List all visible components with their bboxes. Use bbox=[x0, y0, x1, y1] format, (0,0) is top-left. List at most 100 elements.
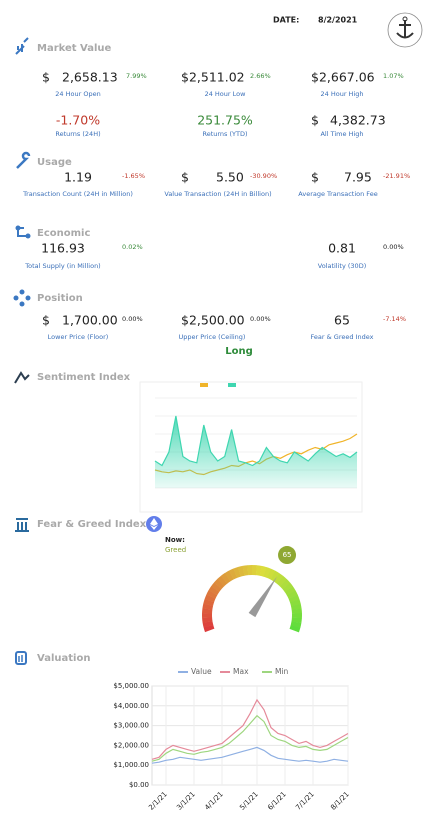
metric-value: -1.70% bbox=[56, 113, 100, 128]
legend-label: Value bbox=[191, 667, 212, 676]
section-icon bbox=[16, 151, 31, 169]
metric-change: 0.00% bbox=[250, 315, 271, 323]
gauge-value: 65 bbox=[283, 551, 292, 559]
plot-frame bbox=[151, 685, 349, 786]
x-tick-label: 4/1/21 bbox=[203, 790, 225, 812]
section-icon bbox=[14, 371, 30, 384]
metric-label: All Time High bbox=[320, 130, 363, 138]
section-title: Valuation bbox=[37, 653, 90, 664]
gauge-band bbox=[290, 603, 302, 610]
metric-change: 7.99% bbox=[126, 72, 147, 80]
currency: $ bbox=[42, 70, 50, 85]
section-title: Economic bbox=[37, 228, 90, 239]
gauge-band bbox=[270, 570, 280, 582]
metric-change: -1.65% bbox=[122, 172, 145, 180]
metric-label: Lower Price (Floor) bbox=[48, 333, 109, 341]
y-tick-label: $1,000.00 bbox=[113, 761, 149, 769]
x-tick-label: 3/1/21 bbox=[175, 790, 197, 812]
position-signal: Long bbox=[225, 346, 253, 357]
y-tick-label: $4,000.00 bbox=[113, 702, 149, 710]
metric-value: 116.93 bbox=[41, 241, 85, 256]
gauge-band bbox=[291, 613, 302, 619]
gauge-band bbox=[279, 579, 291, 590]
currency: $ bbox=[311, 113, 319, 128]
section-title: Fear & Greed Index bbox=[37, 519, 147, 530]
legend-label: Min bbox=[275, 667, 289, 676]
section-icon bbox=[15, 37, 29, 55]
logo bbox=[387, 12, 423, 48]
metric-label: Volatility (30D) bbox=[318, 262, 366, 270]
icon-dot bbox=[15, 225, 21, 231]
gauge-band bbox=[273, 573, 284, 584]
x-tick-label: 6/1/21 bbox=[266, 790, 288, 812]
gauge-band bbox=[204, 594, 216, 603]
gauge-band bbox=[233, 566, 241, 578]
y-tick-label: $2,000.00 bbox=[113, 741, 149, 749]
metric-value: $2,511.02 bbox=[181, 70, 245, 85]
gauge-band bbox=[263, 567, 271, 578]
metric-change: 0.02% bbox=[122, 243, 143, 251]
metric-value: 2,658.13 bbox=[62, 70, 118, 85]
gauge-band bbox=[291, 617, 302, 624]
metric-label: 24 Hour Low bbox=[205, 90, 247, 98]
icon-shape bbox=[14, 371, 30, 384]
metric-value: 65 bbox=[334, 313, 350, 328]
gauge-band bbox=[228, 568, 238, 580]
gauge-badge bbox=[278, 546, 297, 565]
gauge-band bbox=[202, 613, 213, 619]
metric-label: Average Transaction Fee bbox=[298, 190, 377, 198]
gauge-band bbox=[202, 603, 214, 610]
icon-shape bbox=[15, 37, 29, 55]
gauge-band bbox=[259, 565, 267, 577]
x-tick-label: 2/1/21 bbox=[147, 790, 169, 812]
icon-shape bbox=[16, 151, 31, 169]
icon-shape bbox=[15, 651, 27, 665]
icon-dot bbox=[13, 295, 19, 301]
gauge-band bbox=[284, 586, 296, 596]
x-tick-label: 7/1/21 bbox=[294, 790, 316, 812]
metric-label: 24 Hour Open bbox=[55, 90, 100, 98]
legend-swatch bbox=[200, 383, 208, 387]
metric-label: Returns (24H) bbox=[55, 130, 100, 138]
gauge-band bbox=[211, 582, 222, 593]
line bbox=[151, 746, 349, 764]
section-title: Market Value bbox=[37, 43, 112, 54]
gauge-band bbox=[276, 575, 287, 587]
metric-value: 251.75% bbox=[197, 113, 253, 128]
gauge-band bbox=[291, 608, 302, 614]
gauge-band bbox=[220, 572, 231, 584]
line bbox=[151, 698, 349, 760]
metric-value: $2,667.06 bbox=[311, 70, 375, 85]
date: 8/2/2021 bbox=[318, 16, 358, 25]
gauge-band bbox=[202, 608, 213, 614]
section-icon bbox=[15, 518, 29, 532]
icon-dot bbox=[25, 295, 31, 301]
metric-label: Transaction Count (24H in Million) bbox=[22, 190, 133, 198]
gauge-status: Greed bbox=[165, 546, 186, 554]
line bbox=[154, 415, 358, 467]
gauge-band bbox=[206, 590, 218, 599]
icon-dot bbox=[19, 301, 25, 307]
gauge-band bbox=[224, 570, 234, 582]
icon-shape bbox=[15, 518, 29, 532]
metric-value: 7.95 bbox=[344, 170, 372, 185]
icon-dot bbox=[25, 233, 31, 239]
metric-value: 1,700.00 bbox=[62, 313, 118, 328]
gauge-band bbox=[202, 621, 214, 628]
metric-change: -21.91% bbox=[383, 172, 410, 180]
section-icon bbox=[15, 225, 31, 239]
line bbox=[151, 714, 349, 762]
legend-swatch bbox=[228, 383, 236, 387]
metric-change: 1.07% bbox=[383, 72, 404, 80]
section-title: Position bbox=[37, 293, 83, 304]
gauge-band bbox=[213, 578, 225, 590]
y-tick-label: $0.00 bbox=[129, 781, 149, 789]
gauge-band bbox=[237, 565, 245, 577]
gauge-needle bbox=[248, 576, 278, 618]
gauge-band bbox=[208, 586, 220, 596]
section-title: Sentiment Index bbox=[37, 372, 131, 383]
legend-label: Max bbox=[233, 667, 249, 676]
metric-change: 0.00% bbox=[383, 243, 404, 251]
metric-change: 0.00% bbox=[122, 315, 143, 323]
